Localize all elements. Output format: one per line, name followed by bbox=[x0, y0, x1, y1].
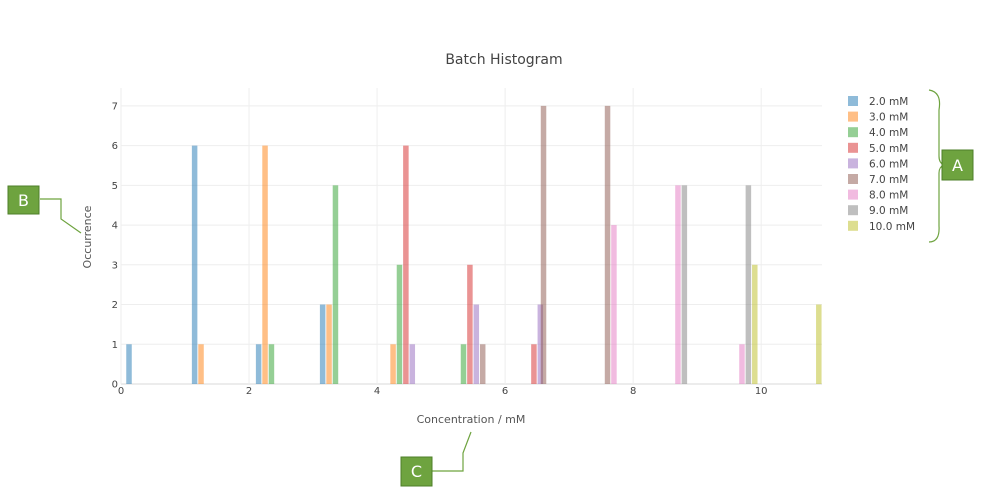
legend-item[interactable]: 9.0 mM bbox=[848, 205, 908, 217]
histogram-bar[interactable] bbox=[126, 344, 132, 384]
histogram-bar[interactable] bbox=[745, 185, 752, 384]
legend-label: 5.0 mM bbox=[869, 143, 908, 155]
y-tick-label: 7 bbox=[112, 101, 118, 112]
histogram-bar[interactable] bbox=[467, 264, 473, 384]
histogram-bar[interactable] bbox=[675, 185, 681, 384]
legend-swatch bbox=[848, 205, 858, 216]
legend-label: 3.0 mM bbox=[869, 112, 908, 124]
callout-b-box bbox=[7, 185, 40, 215]
x-tick-label: 8 bbox=[630, 386, 636, 397]
histogram-bar[interactable] bbox=[752, 264, 758, 384]
histogram-bar[interactable] bbox=[473, 304, 480, 384]
legend-item[interactable]: 4.0 mM bbox=[848, 127, 908, 139]
y-axis-label: Occurrence bbox=[81, 205, 94, 268]
histogram-bar[interactable] bbox=[531, 344, 537, 384]
y-tick-label: 0 bbox=[112, 380, 118, 391]
y-tick-label: 3 bbox=[112, 260, 118, 271]
x-axis-label: Concentration / mM bbox=[417, 413, 526, 426]
x-tick-label: 10 bbox=[755, 386, 768, 397]
callout-b-line bbox=[40, 198, 82, 234]
legend[interactable]: 2.0 mM 3.0 mM 4.0 mM 5.0 mM 6.0 mM 7.0 mM 8.0 … bbox=[848, 96, 915, 233]
y-tick-label: 6 bbox=[112, 141, 118, 152]
y-tick-label: 1 bbox=[112, 340, 118, 351]
histogram-bar[interactable] bbox=[479, 344, 486, 384]
histogram-bar[interactable] bbox=[255, 344, 262, 384]
histogram-bar[interactable] bbox=[739, 344, 745, 384]
legend-swatch bbox=[848, 220, 858, 231]
callout-a: A bbox=[928, 89, 974, 243]
x-tick-label: 4 bbox=[374, 386, 380, 397]
callout-a-box bbox=[941, 149, 974, 181]
legend-swatch bbox=[848, 142, 858, 153]
histogram-bar[interactable] bbox=[332, 185, 339, 384]
x-tick-label: 0 bbox=[118, 386, 124, 397]
histogram-bar[interactable] bbox=[537, 304, 544, 384]
legend-swatch bbox=[848, 111, 858, 122]
legend-swatch bbox=[848, 158, 858, 169]
legend-label: 4.0 mM bbox=[869, 127, 908, 139]
legend-swatch bbox=[848, 127, 858, 138]
histogram-bar[interactable] bbox=[191, 145, 198, 384]
legend-label: 9.0 mM bbox=[869, 205, 908, 217]
legend-label: 7.0 mM bbox=[869, 174, 908, 186]
histogram-bar[interactable] bbox=[611, 225, 617, 384]
y-tick-label: 2 bbox=[112, 300, 118, 311]
histogram-bar[interactable] bbox=[540, 105, 547, 384]
callout-b-label: B bbox=[18, 191, 29, 210]
histogram-bar[interactable] bbox=[816, 304, 822, 384]
legend-item[interactable]: 8.0 mM bbox=[848, 189, 908, 202]
histogram-bar[interactable] bbox=[390, 344, 396, 384]
legend-item[interactable]: 10.0 mM bbox=[848, 220, 915, 233]
histogram-bar[interactable] bbox=[262, 145, 268, 384]
callout-b: B bbox=[7, 185, 82, 234]
legend-label: 2.0 mM bbox=[869, 96, 908, 108]
legend-label: 10.0 mM bbox=[869, 221, 915, 233]
legend-item[interactable]: 2.0 mM bbox=[848, 96, 908, 108]
legend-item[interactable]: 5.0 mM bbox=[848, 142, 908, 155]
histogram-bar[interactable] bbox=[326, 304, 332, 384]
legend-label: 8.0 mM bbox=[869, 190, 908, 202]
legend-swatch bbox=[848, 189, 858, 200]
histogram-bar[interactable] bbox=[268, 344, 275, 384]
chart-title: Batch Histogram bbox=[445, 52, 562, 68]
legend-item[interactable]: 7.0 mM bbox=[848, 174, 908, 186]
callout-c-box bbox=[400, 456, 433, 487]
callout-a-label: A bbox=[952, 156, 963, 175]
histogram-bar[interactable] bbox=[403, 145, 409, 384]
legend-item[interactable]: 3.0 mM bbox=[848, 111, 908, 124]
histogram-bar[interactable] bbox=[198, 344, 204, 384]
y-tick-label: 5 bbox=[112, 181, 118, 192]
histogram-bar[interactable] bbox=[460, 344, 467, 384]
x-tick-label: 6 bbox=[502, 386, 508, 397]
legend-swatch bbox=[848, 174, 858, 184]
legend-label: 6.0 mM bbox=[869, 158, 908, 170]
legend-swatch bbox=[848, 96, 858, 106]
histogram-bar[interactable] bbox=[319, 304, 326, 384]
histogram-bar[interactable] bbox=[604, 105, 611, 384]
legend-item[interactable]: 6.0 mM bbox=[848, 158, 908, 170]
x-tick-label: 2 bbox=[246, 386, 252, 397]
ticks-layer: 0 1 2 3 4 5 6 7 0 2 4 6 8 10 bbox=[112, 101, 768, 397]
grid-layer bbox=[120, 88, 822, 385]
callout-c-label: C bbox=[411, 462, 422, 481]
callout-c: C bbox=[400, 431, 472, 487]
bars-layer bbox=[126, 105, 822, 384]
callout-c-line bbox=[432, 431, 472, 472]
histogram-bar[interactable] bbox=[396, 264, 403, 384]
histogram-bar[interactable] bbox=[681, 185, 688, 384]
y-tick-label: 4 bbox=[112, 221, 118, 232]
histogram-bar[interactable] bbox=[409, 344, 416, 384]
